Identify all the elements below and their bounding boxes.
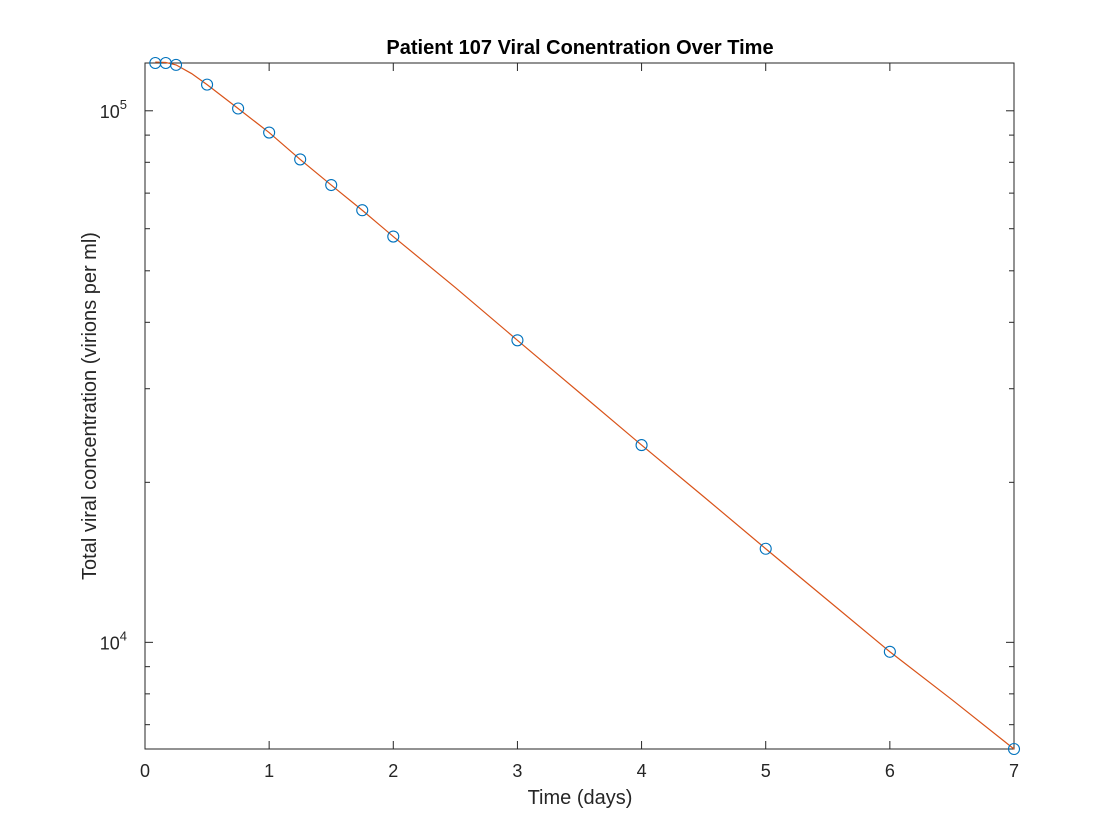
data-point <box>1007 742 1021 756</box>
x-tick-label: 2 <box>388 761 398 781</box>
data-point <box>325 178 338 192</box>
x-axis-label: Time (days) <box>528 787 633 809</box>
y-tick-label: 104 <box>100 628 127 653</box>
data-point <box>232 102 245 115</box>
fit-line-series <box>155 61 1015 750</box>
x-tick-label: 6 <box>885 761 895 781</box>
data-point <box>387 230 400 243</box>
plot-frame <box>144 62 1015 750</box>
data-point <box>759 542 772 555</box>
x-axis-ticks: 0 1 2 3 4 5 6 7 <box>140 63 1019 781</box>
x-tick-label: 3 <box>512 761 522 781</box>
data-point <box>263 126 276 139</box>
data-point <box>356 204 369 217</box>
x-tick-label: 0 <box>140 761 150 781</box>
data-point <box>201 78 214 91</box>
chart-title: Patient 107 Viral Conentration Over Time <box>386 37 773 59</box>
data-point <box>169 58 183 71</box>
y-axis-label: Total viral concentration (virions per m… <box>79 232 101 580</box>
data-markers <box>149 56 1021 756</box>
data-point <box>294 153 307 166</box>
x-tick-label: 5 <box>761 761 771 781</box>
y-axis-ticks: 104 105 <box>100 97 1014 726</box>
y-tick-label: 105 <box>100 97 127 122</box>
data-point <box>511 334 524 347</box>
x-tick-label: 1 <box>264 761 274 781</box>
x-tick-label: 4 <box>637 761 647 781</box>
data-point <box>149 56 162 70</box>
data-point <box>883 645 896 658</box>
x-tick-label: 7 <box>1009 761 1019 781</box>
data-point <box>635 439 648 452</box>
